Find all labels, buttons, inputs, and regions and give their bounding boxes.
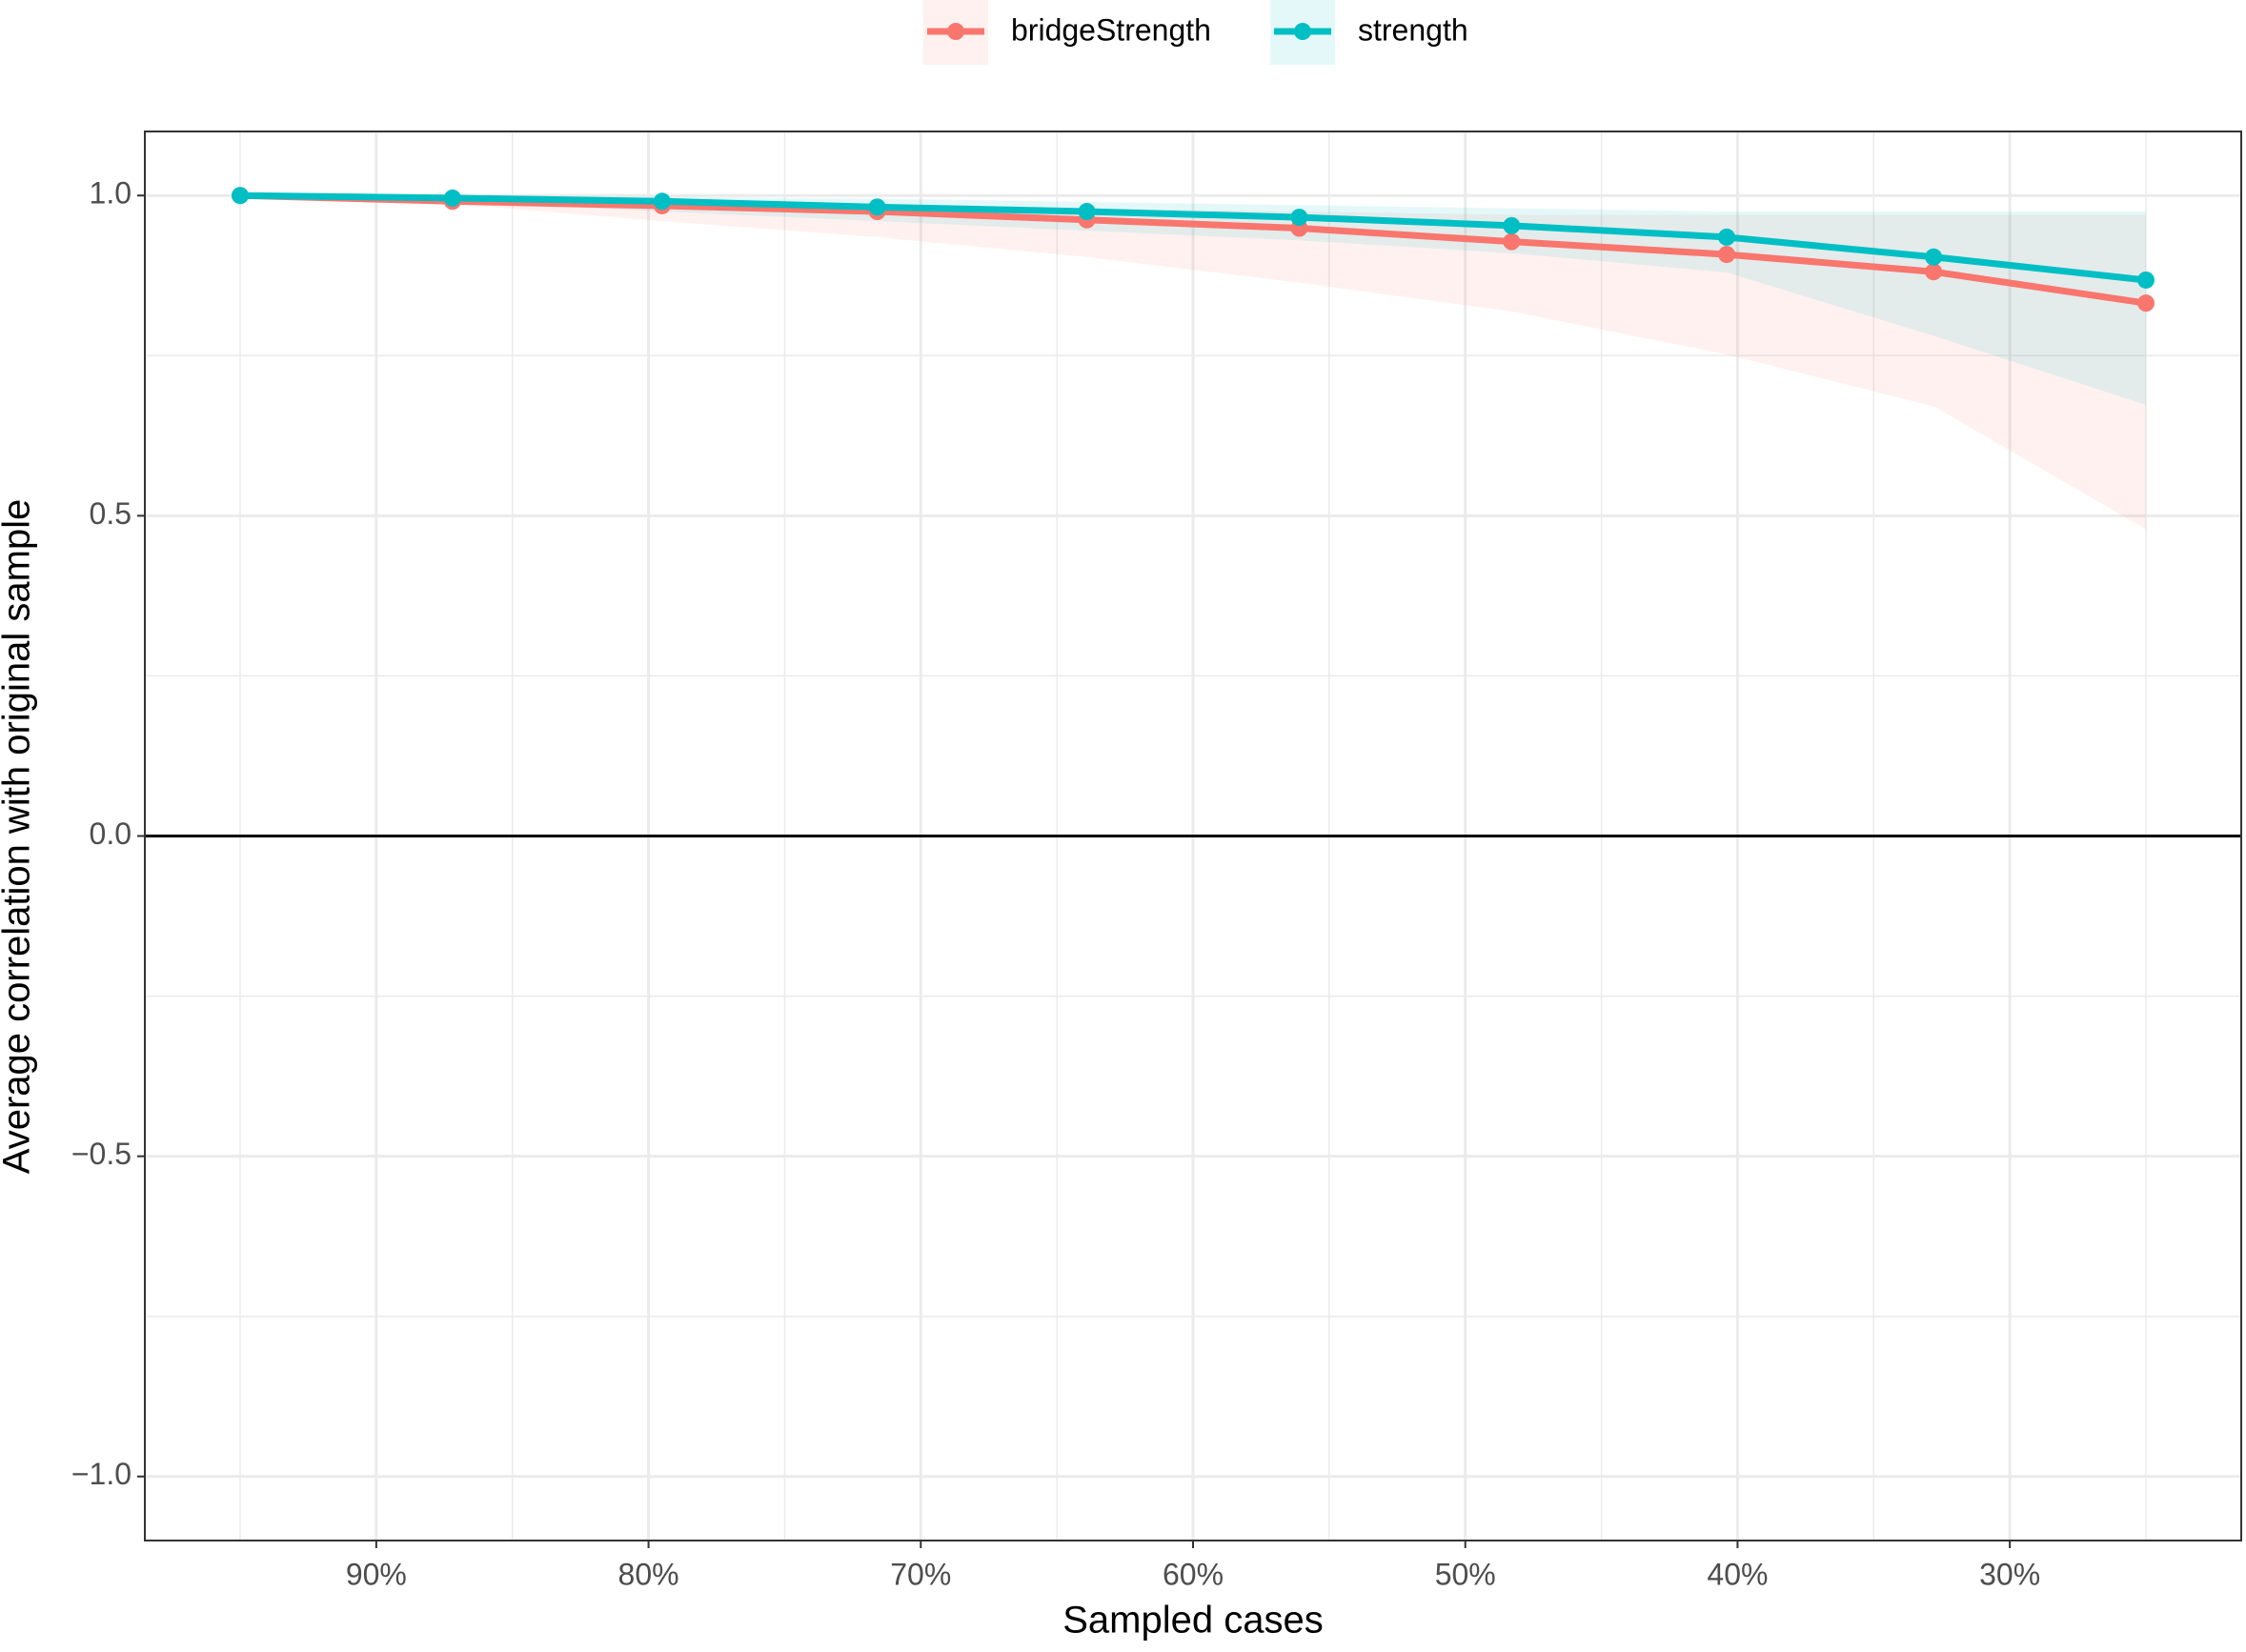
legend-label: strength xyxy=(1358,12,1468,47)
legend-label: bridgeStrength xyxy=(1011,12,1211,47)
data-point xyxy=(1078,203,1096,221)
x-tick-label: 30% xyxy=(1979,1557,2040,1591)
x-tick-label: 60% xyxy=(1163,1557,1224,1591)
panel-border xyxy=(144,131,2242,1541)
x-axis-title: Sampled cases xyxy=(1062,1600,1323,1642)
data-point xyxy=(1503,232,1521,251)
x-tick-label: 70% xyxy=(890,1557,951,1591)
data-point xyxy=(2137,271,2155,289)
data-point xyxy=(653,192,671,211)
legend-key-point xyxy=(1294,23,1311,40)
confidence-band xyxy=(240,195,2146,530)
x-tick-label: 40% xyxy=(1707,1557,1768,1591)
data-point xyxy=(1718,246,1735,264)
y-tick-label: 0.5 xyxy=(90,496,132,531)
series-line xyxy=(239,191,2147,307)
data-point xyxy=(1718,228,1735,246)
data-point xyxy=(2137,294,2155,312)
data-point xyxy=(1925,248,1943,266)
y-tick-label: 1.0 xyxy=(90,176,132,211)
data-point xyxy=(868,198,886,216)
data-point xyxy=(1503,216,1521,234)
x-tick-label: 50% xyxy=(1435,1557,1496,1591)
y-axis-title: Average correlation with original sample xyxy=(0,499,38,1175)
x-tick-label: 90% xyxy=(346,1557,407,1591)
data-point xyxy=(1290,209,1308,227)
data-point xyxy=(232,187,249,205)
y-tick-label: −0.5 xyxy=(71,1137,132,1171)
y-tick-label: −1.0 xyxy=(71,1457,132,1491)
y-tick-label: 0.0 xyxy=(90,816,132,851)
x-tick-label: 80% xyxy=(618,1557,679,1591)
legend-key-point xyxy=(947,23,964,40)
series-line xyxy=(239,191,2147,284)
data-point xyxy=(1925,263,1943,281)
data-point xyxy=(443,189,461,207)
